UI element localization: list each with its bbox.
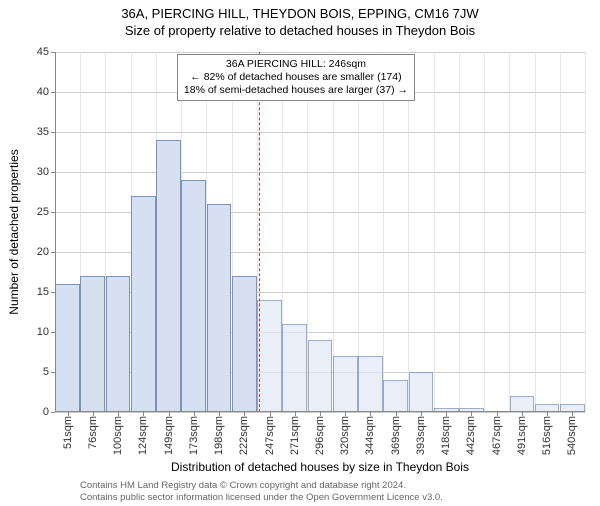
y-axis-line bbox=[55, 52, 56, 412]
y-tick-label: 25 bbox=[37, 206, 55, 218]
grid-line-v bbox=[408, 52, 409, 412]
grid-line-v bbox=[509, 52, 510, 412]
chart-container: 36A, PIERCING HILL, THEYDON BOIS, EPPING… bbox=[0, 6, 600, 506]
marker-line bbox=[259, 52, 260, 412]
grid-line-h bbox=[55, 132, 585, 133]
annotation-box: 36A PIERCING HILL: 246sqm ← 82% of detac… bbox=[177, 54, 415, 101]
annotation-line-2: ← 82% of detached houses are smaller (17… bbox=[184, 71, 408, 84]
annotation-line-1: 36A PIERCING HILL: 246sqm bbox=[184, 58, 408, 71]
grid-line-v bbox=[383, 52, 384, 412]
grid-line-v bbox=[484, 52, 485, 412]
grid-line-v bbox=[535, 52, 536, 412]
y-tick-label: 40 bbox=[37, 86, 55, 98]
y-tick-label: 5 bbox=[43, 366, 55, 378]
y-tick-label: 0 bbox=[43, 406, 55, 418]
x-axis-label: Distribution of detached houses by size … bbox=[171, 460, 469, 474]
y-tick-label: 45 bbox=[37, 46, 55, 58]
x-axis-line bbox=[55, 411, 585, 412]
y-tick-label: 30 bbox=[37, 166, 55, 178]
y-tick-label: 20 bbox=[37, 246, 55, 258]
y-tick-label: 15 bbox=[37, 286, 55, 298]
footer-text: Contains HM Land Registry data © Crown c… bbox=[80, 480, 443, 504]
footer-line-2: Contains public sector information licen… bbox=[80, 492, 443, 504]
grid-line-h bbox=[55, 52, 585, 53]
histogram-bar bbox=[156, 140, 181, 412]
chart-title: 36A, PIERCING HILL, THEYDON BOIS, EPPING… bbox=[0, 6, 600, 21]
chart-subtitle: Size of property relative to detached ho… bbox=[0, 23, 600, 38]
grid-line-v bbox=[434, 52, 435, 412]
plot-area: 05101520253035404551sqm76sqm100sqm124sqm… bbox=[55, 52, 585, 412]
annotation-line-3: 18% of semi-detached houses are larger (… bbox=[184, 84, 408, 97]
grid-line-v bbox=[585, 52, 586, 412]
y-axis-label: Number of detached properties bbox=[7, 149, 21, 314]
grid-line-h bbox=[55, 172, 585, 173]
y-tick-label: 10 bbox=[37, 326, 55, 338]
y-tick-label: 35 bbox=[37, 126, 55, 138]
grid-line-v bbox=[459, 52, 460, 412]
grid-line-v bbox=[560, 52, 561, 412]
footer-line-1: Contains HM Land Registry data © Crown c… bbox=[80, 480, 443, 492]
